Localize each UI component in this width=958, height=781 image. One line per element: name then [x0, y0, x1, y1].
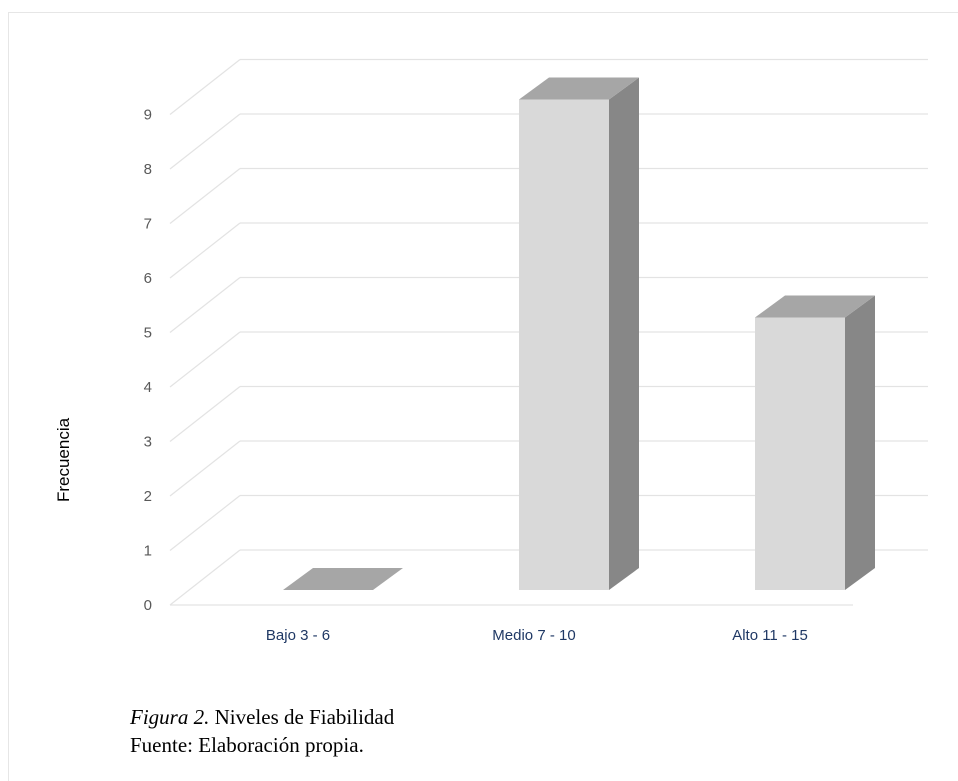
gridline-floor-9	[169, 59, 241, 115]
y-tick-8: 8	[144, 161, 152, 178]
bar-top-2	[755, 295, 875, 318]
gridline-floor-2	[169, 440, 241, 497]
caption-title-line: Figura 2. Niveles de Fiabilidad	[130, 703, 394, 731]
y-tick-9: 9	[144, 107, 152, 124]
x-tick-1: Medio 7 - 10	[492, 627, 575, 644]
bar-top-0	[283, 568, 403, 590]
y-tick-labels: 0 1 2 3 4 5 6 7 8 9	[144, 107, 152, 615]
bar-front-2	[755, 317, 845, 590]
bar-side-2	[845, 295, 875, 590]
y-axis-label: Frecuencia	[54, 417, 73, 502]
gridline-floor-5	[169, 277, 241, 333]
bar-top-1	[519, 77, 639, 100]
y-tick-6: 6	[144, 270, 152, 287]
figure-title: Niveles de Fiabilidad	[209, 705, 395, 729]
x-tick-0: Bajo 3 - 6	[266, 627, 330, 644]
y-tick-5: 5	[144, 325, 152, 342]
bar-side-1	[609, 77, 639, 590]
x-tick-2: Alto 11 - 15	[732, 627, 808, 644]
chart-frame	[8, 12, 958, 781]
gridline-floor-7	[169, 168, 241, 224]
figure-caption: Figura 2. Niveles de Fiabilidad Fuente: …	[130, 703, 394, 759]
y-tick-0: 0	[144, 597, 152, 614]
gridline-floor-3	[169, 386, 241, 442]
y-tick-1: 1	[144, 543, 152, 560]
y-tick-4: 4	[144, 379, 152, 396]
y-tick-2: 2	[144, 488, 152, 505]
x-category-labels: Bajo 3 - 6 Medio 7 - 10 Alto 11 - 15	[266, 627, 808, 644]
gridline-floor-0	[169, 549, 241, 606]
gridline-floor-1	[169, 495, 241, 551]
y-tick-7: 7	[144, 216, 152, 233]
gridline-floor-4	[169, 331, 241, 388]
bar-front-1	[519, 99, 609, 590]
figure-label: Figura 2.	[130, 705, 210, 729]
y-tick-3: 3	[144, 434, 152, 451]
figure-source: Fuente: Elaboración propia.	[130, 733, 364, 757]
bars	[283, 77, 875, 590]
gridline-floor-8	[169, 113, 241, 170]
gridline-floor-6	[169, 222, 241, 279]
